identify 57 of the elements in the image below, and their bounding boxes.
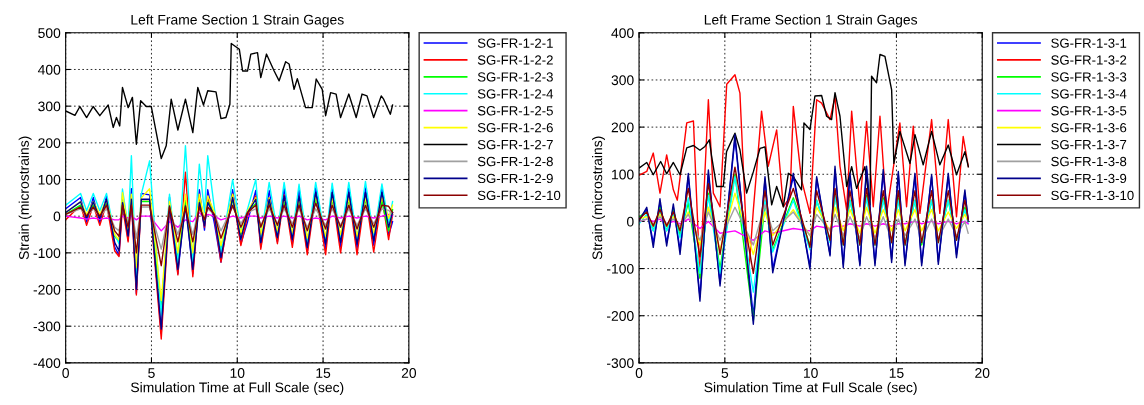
legend-label: SG-FR-1-2-9 — [477, 173, 553, 184]
y-tick-label: -200 — [33, 284, 61, 295]
x-tick-label: 20 — [975, 368, 990, 378]
x-tick-label: 5 — [721, 368, 729, 378]
y-tick-label: 0 — [53, 211, 61, 222]
y-tick-label: -100 — [607, 263, 634, 274]
legend-label: SG-FR-1-2-1 — [477, 38, 553, 48]
legend-label: SG-FR-1-3-2 — [1051, 55, 1127, 65]
y-tick-label: 200 — [611, 122, 634, 133]
legend-label: SG-FR-1-3-3 — [1051, 72, 1127, 82]
legend-label: SG-FR-1-3-10 — [1051, 190, 1134, 201]
legend-label: SG-FR-1-2-6 — [477, 123, 553, 133]
legend-label: SG-FR-1-2-3 — [477, 72, 553, 82]
legend-label: SG-FR-1-3-6 — [1051, 123, 1127, 133]
legend-label: SG-FR-1-2-4 — [477, 89, 554, 99]
y-tick-label: 400 — [37, 64, 61, 75]
x-tick-label: 10 — [803, 368, 818, 378]
y-tick-label: 100 — [38, 174, 61, 185]
y-tick-label: 400 — [611, 28, 634, 38]
x-axis-title: Simulation Time at Full Scale (sec) — [704, 382, 917, 396]
legend-label: SG-FR-1-2-8 — [477, 156, 553, 167]
x-tick-label: 0 — [62, 368, 69, 378]
y-tick-label: 100 — [612, 169, 634, 180]
x-tick-label: 0 — [635, 368, 643, 378]
y-tick-label: -400 — [33, 358, 61, 369]
y-tick-label: -300 — [607, 358, 634, 369]
x-axis-title: Simulation Time at Full Scale (sec) — [131, 382, 344, 396]
y-axis-title: Strain (microstrains) — [592, 136, 605, 260]
line-series — [65, 211, 394, 232]
y-tick-label: 0 — [627, 216, 634, 227]
legend-label: SG-FR-1-2-7 — [477, 139, 553, 150]
legend-label: SG-FR-1-3-5 — [1051, 106, 1127, 116]
chart-title: Left Frame Section 1 Strain Gages — [131, 14, 344, 28]
legend-label: SG-FR-1-3-8 — [1051, 156, 1127, 167]
legend-label: SG-FR-1-3-7 — [1051, 139, 1127, 150]
y-axis-title: Strain (microstrains) — [18, 136, 32, 260]
legend-label: SG-FR-1-2-10 — [477, 190, 561, 201]
x-tick-label: 15 — [316, 368, 331, 378]
legend-label: SG-FR-1-3-4 — [1051, 89, 1127, 99]
legend-label: SG-FR-1-3-1 — [1051, 38, 1127, 48]
x-tick-label: 20 — [401, 368, 417, 378]
legend-label: SG-FR-1-3-9 — [1051, 173, 1127, 184]
line-series — [639, 166, 969, 274]
x-tick-label: 5 — [148, 368, 155, 378]
line-series — [65, 202, 394, 267]
y-tick-label: -300 — [33, 321, 61, 332]
y-tick-label: 300 — [611, 75, 634, 86]
y-tick-label: -100 — [33, 248, 61, 259]
legend-label: SG-FR-1-2-5 — [477, 106, 553, 116]
y-tick-label: 300 — [38, 101, 61, 112]
x-tick-label: 15 — [889, 368, 904, 378]
legend-label: SG-FR-1-2-2 — [477, 55, 553, 65]
x-tick-label: 10 — [230, 368, 245, 378]
y-tick-label: -200 — [607, 311, 634, 321]
y-tick-label: 200 — [38, 138, 61, 148]
y-tick-label: 500 — [38, 28, 61, 38]
chart-title: Left Frame Section 1 Strain Gages — [704, 14, 918, 28]
